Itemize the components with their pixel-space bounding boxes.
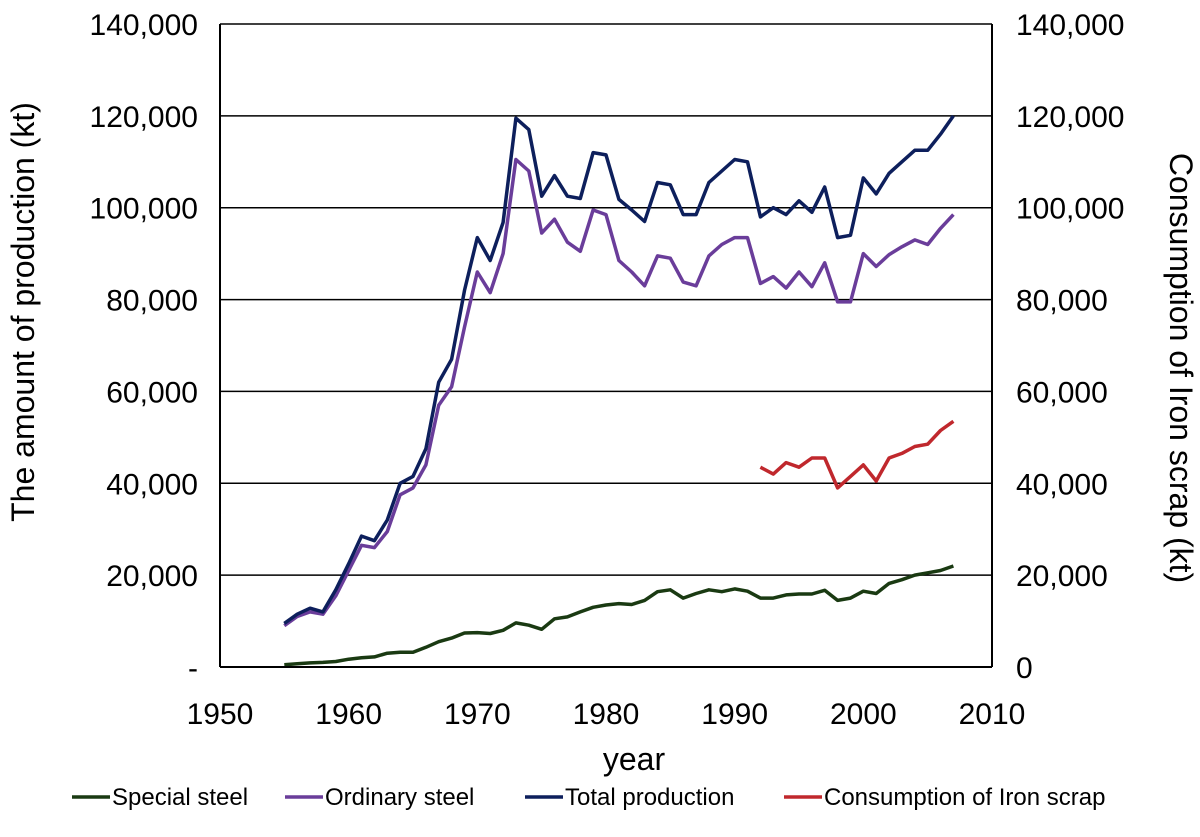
y-tick-label-left: 40,000 — [106, 468, 198, 501]
series-line-special-steel — [284, 564, 954, 667]
x-tick-label: 1970 — [444, 698, 511, 731]
x-tick-label: 1990 — [701, 698, 768, 731]
gridlines — [220, 23, 992, 576]
y-tick-label-right: 80,000 — [1016, 285, 1108, 318]
x-tick-label: 2000 — [830, 698, 897, 731]
x-tick-label: 1960 — [315, 698, 382, 731]
y-tick-label-left: 140,000 — [90, 9, 198, 42]
x-axis-title: year — [603, 741, 666, 777]
y-tick-label-left: - — [188, 652, 198, 685]
series-line-consumption-of-iron-scrap — [759, 419, 955, 490]
y-axis-title-right: Consumption of Iron scrap (kt) — [1163, 153, 1199, 583]
y-tick-label-left: 120,000 — [90, 101, 198, 134]
x-tick-label: 2010 — [959, 698, 1026, 731]
series-line-ordinary-steel — [283, 157, 955, 628]
y-tick-label-right: 60,000 — [1016, 376, 1108, 409]
y-tick-label-right: 100,000 — [1016, 193, 1124, 226]
y-tick-label-right: 120,000 — [1016, 101, 1124, 134]
legend-label-total-production: Total production — [565, 784, 734, 811]
legend-label-ordinary-steel: Ordinary steel — [325, 784, 474, 811]
x-tick-label: 1950 — [187, 698, 254, 731]
series-line-total-production — [283, 114, 955, 625]
axes — [219, 24, 993, 668]
y-tick-label-right: 40,000 — [1016, 468, 1108, 501]
y-tick-label-right: 140,000 — [1016, 9, 1124, 42]
y-tick-label-right: 0 — [1016, 652, 1033, 685]
legend-label-special-steel: Special steel — [112, 784, 248, 811]
x-tick-label: 1980 — [573, 698, 640, 731]
y-tick-label-left: 60,000 — [106, 376, 198, 409]
legend-label-consumption-of-iron-scrap: Consumption of Iron scrap — [824, 784, 1105, 811]
y-axis-title-left: The amount of production (kt) — [5, 102, 41, 522]
series-lines — [283, 114, 955, 667]
y-tick-label-left: 20,000 — [106, 560, 198, 593]
tick-labels: - 0 20,000 20,000 40,000 40,000 60,000 60,000 80… — [90, 9, 1125, 731]
legend: Special steel Ordinary steel Total product… — [72, 784, 1105, 811]
y-tick-label-left: 100,000 — [90, 193, 198, 226]
y-tick-label-left: 80,000 — [106, 285, 198, 318]
y-tick-label-right: 20,000 — [1016, 560, 1108, 593]
